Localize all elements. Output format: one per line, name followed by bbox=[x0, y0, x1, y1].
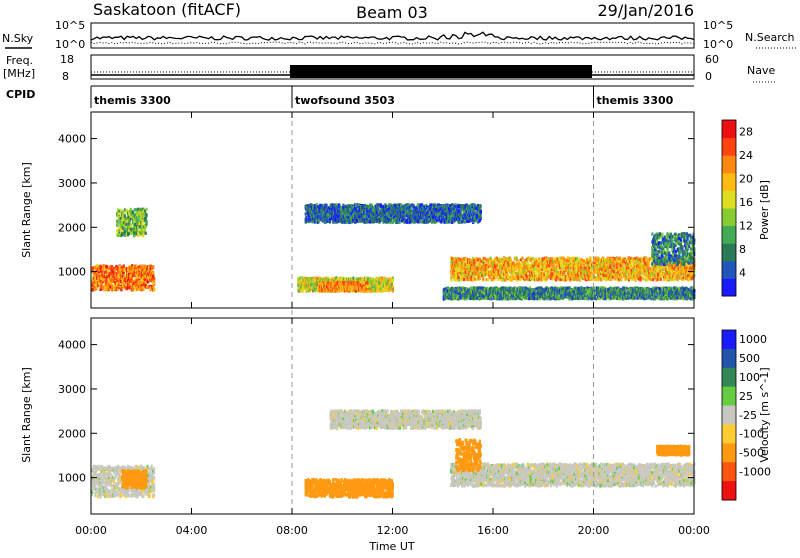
heatmap-cell bbox=[436, 219, 438, 222]
heatmap-cell bbox=[141, 266, 143, 269]
heatmap-cell bbox=[321, 204, 323, 207]
heatmap-cell bbox=[152, 265, 154, 268]
heatmap-cell bbox=[123, 265, 125, 268]
nsky-tick-low: 10^0 bbox=[55, 38, 85, 51]
heatmap-cell bbox=[369, 220, 371, 223]
nsky-series bbox=[91, 32, 694, 40]
station-title: Saskatoon (fitACF) bbox=[93, 0, 241, 19]
heatmap-cell bbox=[132, 289, 134, 292]
heatmap-cell bbox=[403, 215, 405, 218]
heatmap-cell bbox=[132, 211, 134, 214]
heatmap-cell bbox=[117, 223, 119, 226]
heatmap-cell bbox=[367, 285, 369, 288]
heatmap-cell bbox=[480, 210, 482, 213]
heatmap-cell bbox=[103, 264, 105, 267]
cpid-segment-name: themis 3300 bbox=[597, 94, 674, 107]
freq-label-line1: Freq. bbox=[6, 54, 33, 67]
heatmap-cell bbox=[326, 204, 328, 207]
nsearch-series bbox=[91, 42, 694, 44]
heatmap-cell bbox=[145, 214, 147, 217]
heatmap-cell bbox=[320, 215, 322, 218]
heatmap-cell bbox=[130, 278, 132, 281]
freq-tick-high: 18 bbox=[60, 53, 74, 66]
heatmap-cell bbox=[299, 276, 301, 279]
heatmap-cell bbox=[138, 228, 140, 231]
nsky-panel-frame bbox=[91, 23, 694, 48]
heatmap-cell bbox=[480, 216, 482, 219]
heatmap-cell bbox=[392, 289, 394, 292]
heatmap-cell bbox=[125, 228, 127, 231]
nsearch-tick-low: 10^0 bbox=[703, 38, 733, 51]
heatmap-cell bbox=[479, 277, 481, 280]
nave-tick-high: 60 bbox=[705, 53, 719, 66]
heatmap-cell bbox=[153, 287, 155, 290]
heatmap-cell bbox=[480, 205, 482, 208]
date-title: 29/Jan/2016 bbox=[597, 1, 694, 20]
heatmap-cell bbox=[367, 282, 369, 285]
nsearch-tick-high: 10^5 bbox=[703, 19, 733, 32]
heatmap-cell bbox=[145, 232, 147, 235]
nave-label: Nave bbox=[747, 64, 775, 77]
heatmap-cell bbox=[153, 282, 155, 285]
heatmap-cell bbox=[367, 290, 369, 293]
cpid-label: CPID bbox=[6, 88, 35, 101]
freq-tick-low: 8 bbox=[62, 70, 69, 83]
heatmap-cell bbox=[392, 279, 394, 282]
nsearch-label: N.Search bbox=[745, 31, 795, 44]
heatmap-cell bbox=[145, 217, 147, 220]
heatmap-cell bbox=[474, 277, 476, 280]
cpid-segment-name: twofsound 3503 bbox=[295, 94, 395, 107]
freq-series-b bbox=[290, 65, 592, 78]
cpid-segment-name: themis 3300 bbox=[94, 94, 171, 107]
heatmap-cell bbox=[487, 268, 489, 271]
heatmap-cell bbox=[130, 225, 132, 228]
heatmap-cell bbox=[451, 203, 453, 206]
nave-tick-low: 0 bbox=[705, 70, 712, 83]
freq-label-line2: [MHz] bbox=[3, 67, 35, 80]
heatmap-cell bbox=[392, 285, 394, 288]
cpid-segments: themis 3300 twofsound 3503 themis 3300 bbox=[91, 86, 674, 108]
heatmap-cell bbox=[482, 277, 484, 280]
heatmap-cell bbox=[517, 259, 519, 262]
heatmap-cell bbox=[145, 220, 147, 223]
heatmap-cell bbox=[145, 208, 147, 211]
nsky-tick-high: 10^5 bbox=[55, 19, 85, 32]
beam-title: Beam 03 bbox=[356, 3, 428, 22]
nsky-label: N.Sky bbox=[2, 32, 34, 45]
